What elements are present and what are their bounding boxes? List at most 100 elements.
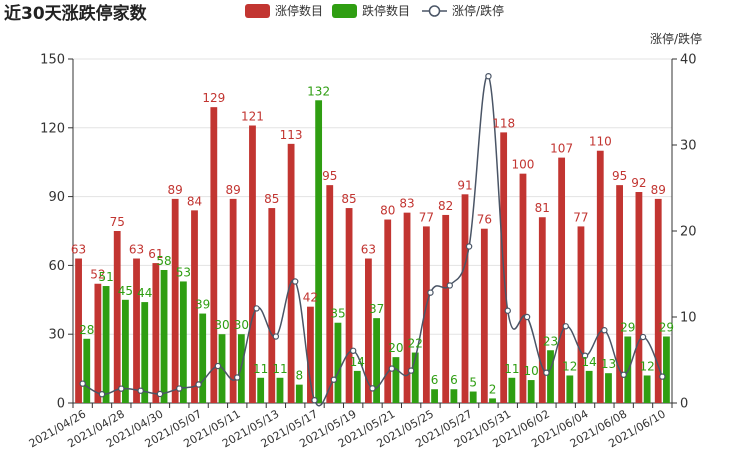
bar-limit-up[interactable]	[287, 143, 295, 403]
bar-limit-up[interactable]	[75, 258, 82, 403]
bar-limit-up[interactable]	[654, 198, 662, 403]
bar-limit-up[interactable]	[403, 212, 411, 403]
legend-label[interactable]: 跌停数目	[362, 3, 410, 18]
ratio-point[interactable]	[311, 397, 318, 404]
bar-limit-down[interactable]	[643, 375, 651, 403]
ratio-point[interactable]	[465, 243, 473, 250]
bar-limit-up[interactable]	[461, 194, 469, 403]
bar-limit-up[interactable]	[307, 306, 314, 403]
bar-limit-down[interactable]	[295, 384, 303, 403]
bar-limit-down[interactable]	[141, 302, 149, 403]
legend-swatch[interactable]	[245, 4, 270, 18]
ratio-point[interactable]	[388, 365, 396, 372]
bar-limit-up[interactable]	[365, 258, 372, 403]
ratio-point[interactable]	[195, 381, 202, 388]
ratio-point[interactable]	[620, 371, 627, 378]
bar-label-limit-up: 82	[438, 199, 453, 213]
ratio-point[interactable]	[562, 323, 569, 330]
bar-limit-down[interactable]	[179, 281, 187, 403]
ratio-point[interactable]	[330, 376, 338, 383]
bar-limit-down[interactable]	[160, 269, 168, 403]
bar-limit-down[interactable]	[450, 389, 458, 403]
bar-limit-down[interactable]	[353, 370, 361, 403]
bar-limit-up[interactable]	[442, 214, 450, 403]
ratio-point[interactable]	[349, 347, 357, 354]
bar-limit-up[interactable]	[268, 208, 276, 403]
bar-limit-up[interactable]	[94, 283, 102, 403]
bar-limit-down[interactable]	[527, 380, 535, 403]
bar-limit-up[interactable]	[519, 173, 527, 403]
ratio-point[interactable]	[543, 369, 550, 376]
bar-limit-up[interactable]	[345, 208, 353, 403]
ratio-point[interactable]	[601, 327, 608, 334]
bar-limit-up[interactable]	[249, 125, 256, 404]
ratio-point[interactable]	[79, 380, 86, 387]
bar-label-limit-down: 11	[504, 362, 519, 376]
bar-limit-up[interactable]	[326, 185, 334, 403]
bar-limit-up[interactable]	[577, 226, 585, 403]
legend-label[interactable]: 涨停数目	[275, 3, 323, 18]
bar-limit-up[interactable]	[210, 107, 218, 403]
bar-limit-down[interactable]	[469, 391, 477, 403]
bar-label-limit-up: 80	[380, 204, 395, 218]
bar-limit-down[interactable]	[83, 338, 91, 403]
bar-limit-down[interactable]	[663, 336, 670, 403]
bar-limit-up[interactable]	[422, 226, 430, 403]
bar-limit-up[interactable]	[384, 219, 392, 403]
bar-limit-down[interactable]	[276, 377, 284, 403]
ratio-point[interactable]	[214, 362, 222, 370]
bar-limit-up[interactable]	[538, 217, 546, 403]
bar-limit-down[interactable]	[489, 398, 496, 403]
bar-limit-down[interactable]	[257, 377, 265, 403]
bar-limit-up[interactable]	[133, 258, 140, 403]
bar-label-limit-down: 39	[195, 298, 210, 312]
bar-limit-down[interactable]	[102, 286, 110, 403]
legend-label[interactable]: 涨停/跌停	[452, 3, 504, 18]
bar-limit-down[interactable]	[392, 357, 400, 403]
bar-limit-up[interactable]	[229, 198, 237, 403]
ratio-point[interactable]	[427, 289, 434, 296]
bar-limit-down[interactable]	[585, 370, 593, 403]
bar-limit-up[interactable]	[616, 185, 623, 403]
bar-limit-up[interactable]	[113, 231, 121, 403]
ratio-point[interactable]	[176, 385, 183, 392]
legend-swatch[interactable]	[332, 4, 357, 18]
bar-limit-up[interactable]	[191, 210, 198, 403]
bar-limit-up[interactable]	[480, 228, 488, 403]
ratio-point[interactable]	[137, 387, 144, 394]
bar-limit-down[interactable]	[315, 100, 323, 403]
bar-limit-down[interactable]	[508, 377, 516, 403]
bar-limit-down[interactable]	[431, 389, 438, 403]
ratio-point[interactable]	[446, 282, 453, 289]
bar-limit-down[interactable]	[566, 375, 574, 403]
bar-limit-down[interactable]	[334, 322, 342, 403]
bar-limit-up[interactable]	[171, 198, 179, 403]
ratio-point[interactable]	[523, 313, 531, 321]
bar-limit-up[interactable]	[152, 263, 160, 403]
ratio-point[interactable]	[581, 352, 589, 359]
ratio-point[interactable]	[156, 390, 164, 398]
bar-limit-down[interactable]	[411, 352, 419, 403]
ratio-point[interactable]	[407, 367, 415, 374]
ratio-point[interactable]	[639, 333, 647, 341]
ratio-point[interactable]	[369, 385, 376, 392]
ratio-point[interactable]	[234, 374, 241, 381]
ratio-point[interactable]	[292, 278, 299, 285]
bar-limit-down[interactable]	[605, 373, 612, 403]
bar-label-limit-up: 42	[303, 291, 318, 305]
bar-limit-up[interactable]	[635, 192, 643, 403]
bar-limit-down[interactable]	[547, 350, 554, 403]
bar-limit-up[interactable]	[596, 150, 604, 403]
bar-limit-up[interactable]	[558, 157, 566, 403]
bar-limit-down[interactable]	[122, 299, 129, 403]
bar-limit-down[interactable]	[373, 318, 380, 403]
ratio-point[interactable]	[118, 385, 125, 392]
ratio-point[interactable]	[272, 333, 280, 340]
bar-limit-down[interactable]	[199, 313, 207, 403]
ratio-point[interactable]	[659, 373, 666, 380]
ratio-point[interactable]	[504, 307, 511, 314]
left-tick-label: 90	[48, 190, 65, 205]
ratio-point[interactable]	[98, 391, 106, 398]
ratio-point[interactable]	[253, 305, 260, 312]
ratio-point[interactable]	[485, 72, 492, 80]
